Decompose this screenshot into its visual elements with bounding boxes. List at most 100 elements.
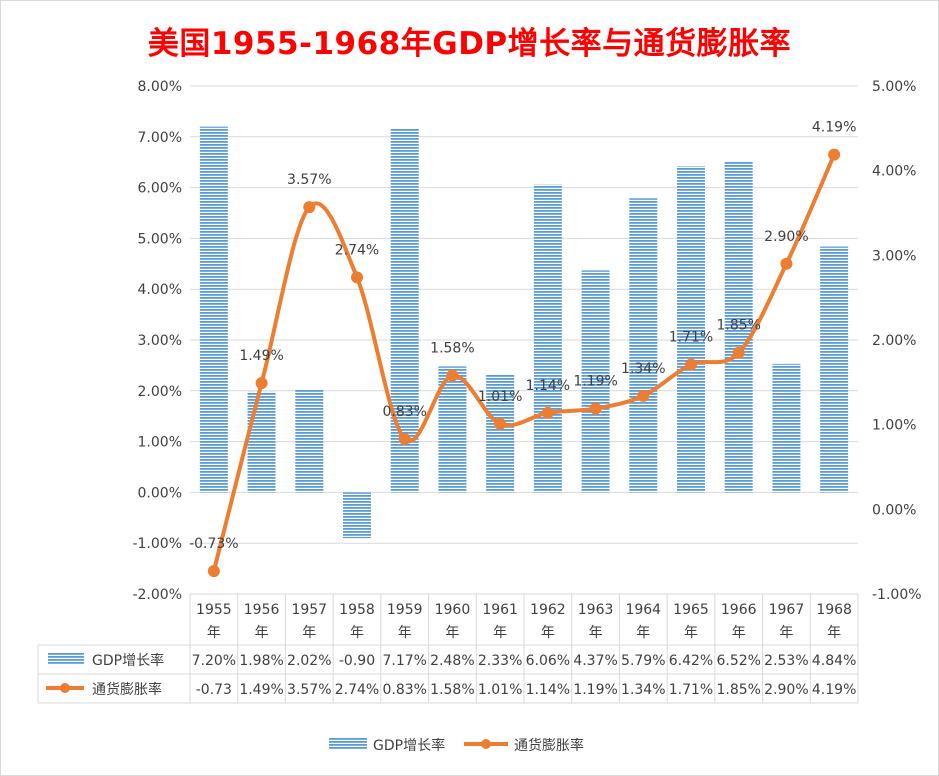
inflation-table-value: 1.71%	[669, 682, 713, 698]
gdp-table-value: 6.06%	[526, 653, 570, 669]
inflation-data-label: 1.14%	[526, 378, 570, 394]
category-suffix-label: 年	[398, 625, 412, 641]
gdp-legend-key-stripe	[48, 659, 84, 661]
gdp-legend-key-stripe	[48, 662, 84, 664]
gdp-table-value: 2.33%	[478, 653, 522, 669]
category-suffix-label: 年	[827, 625, 841, 641]
inflation-data-label: 1.34%	[621, 361, 665, 377]
y-right-tick-label: 3.00%	[872, 248, 916, 264]
legend-inflation-label: 通货膨胀率	[514, 737, 584, 754]
y-left-tick-label: 0.00%	[138, 485, 182, 501]
inflation-data-label: 1.58%	[430, 341, 474, 357]
inflation-table-value: 2.74%	[335, 682, 379, 698]
y-left-tick-label: 2.00%	[138, 384, 182, 400]
gdp-bar	[629, 198, 658, 493]
legend-inflation-marker	[481, 739, 491, 749]
inflation-table-value: 1.34%	[621, 682, 665, 698]
category-year-label: 1958	[339, 602, 375, 618]
category-suffix-label: 年	[350, 625, 364, 641]
gdp-table-value: 4.37%	[573, 653, 617, 669]
y-right-tick-label: 1.00%	[872, 418, 916, 434]
gdp-bar	[724, 161, 753, 493]
category-suffix-label: 年	[779, 625, 793, 641]
gdp-table-value: 6.52%	[716, 653, 760, 669]
category-year-label: 1959	[387, 602, 423, 618]
inflation-point	[828, 148, 841, 161]
inflation-table-value: 1.49%	[239, 682, 283, 698]
legend-gdp-swatch-stripe	[329, 741, 367, 743]
category-year-label: 1968	[816, 602, 852, 618]
y-right-tick-label: 4.00%	[872, 164, 916, 180]
gdp-legend-key-stripe	[48, 656, 84, 658]
inflation-data-label: 1.01%	[478, 389, 522, 405]
gdp-bar	[295, 389, 324, 493]
gdp-table-value: 2.53%	[764, 653, 808, 669]
gdp-bar	[247, 391, 276, 493]
inflation-data-label: 1.49%	[239, 348, 283, 364]
gdp-bar	[772, 363, 801, 493]
inflation-data-label: 1.19%	[573, 374, 617, 390]
inflation-data-label: 0.83%	[382, 404, 426, 420]
inflation-point	[732, 346, 745, 359]
y-left-tick-label: -1.00%	[132, 536, 182, 552]
inflation-point	[255, 377, 268, 390]
legend-gdp-swatch-stripe	[329, 738, 367, 740]
category-suffix-label: 年	[445, 625, 459, 641]
inflation-point	[446, 369, 459, 382]
category-suffix-label: 年	[302, 625, 316, 641]
gdp-bar	[343, 492, 371, 539]
inflation-table-value: -0.73	[196, 682, 232, 698]
category-suffix-label: 年	[732, 625, 746, 641]
gdp-table-value: 2.02%	[287, 653, 331, 669]
category-year-label: 1966	[721, 602, 757, 618]
gdp-table-value: 2.48%	[430, 653, 474, 669]
category-suffix-label: 年	[636, 625, 650, 641]
inflation-point	[589, 402, 602, 415]
inflation-table-value: 0.83%	[382, 682, 426, 698]
inflation-row-header: 通货膨胀率	[92, 681, 162, 698]
category-year-label: 1965	[673, 602, 709, 618]
y-left-tick-label: 3.00%	[138, 333, 182, 349]
gdp-row-header: GDP增长率	[92, 652, 164, 669]
gdp-bar	[533, 184, 562, 493]
chart-title: 美国1955-1968年GDP增长率与通货膨胀率	[147, 26, 792, 62]
inflation-point	[637, 389, 650, 402]
inflation-point	[685, 358, 697, 371]
inflation-legend-key-marker	[60, 683, 70, 693]
inflation-table-value: 1.85%	[716, 682, 760, 698]
category-year-label: 1956	[244, 602, 280, 618]
inflation-table-value: 1.58%	[430, 682, 474, 698]
category-year-label: 1963	[578, 602, 614, 618]
category-year-label: 1967	[769, 602, 805, 618]
inflation-data-label: 2.74%	[335, 242, 379, 258]
inflation-table-value: 4.19%	[812, 682, 856, 698]
category-suffix-label: 年	[255, 625, 269, 641]
category-suffix-label: 年	[541, 625, 555, 641]
y-left-tick-label: 8.00%	[138, 79, 182, 95]
y-right-tick-label: 2.00%	[872, 333, 916, 349]
category-year-label: 1964	[625, 602, 661, 618]
gdp-table-value: -0.90	[339, 653, 375, 669]
gdp-table-value: 7.17%	[382, 653, 426, 669]
gdp-table-value: 1.98%	[239, 653, 283, 669]
gdp-bar	[820, 246, 849, 493]
inflation-point	[780, 257, 793, 270]
gdp-table-value: 4.84%	[812, 653, 856, 669]
category-suffix-label: 年	[684, 625, 698, 641]
gdp-table-value: 5.79%	[621, 653, 665, 669]
inflation-point	[303, 201, 316, 214]
category-suffix-label: 年	[589, 625, 603, 641]
inflation-data-label: 1.85%	[716, 318, 760, 334]
inflation-table-value: 3.57%	[287, 682, 331, 698]
y-left-tick-label: 6.00%	[138, 181, 182, 197]
inflation-point	[541, 406, 554, 419]
gdp-bar	[199, 126, 228, 493]
category-suffix-label: 年	[207, 625, 221, 641]
inflation-table-value: 2.90%	[764, 682, 808, 698]
y-left-tick-label: 7.00%	[138, 130, 182, 146]
gdp-bar	[677, 166, 705, 493]
legend-gdp-swatch-stripe	[329, 744, 367, 746]
y-right-tick-label: 0.00%	[872, 502, 916, 518]
gdp-legend-key-stripe	[48, 653, 84, 655]
